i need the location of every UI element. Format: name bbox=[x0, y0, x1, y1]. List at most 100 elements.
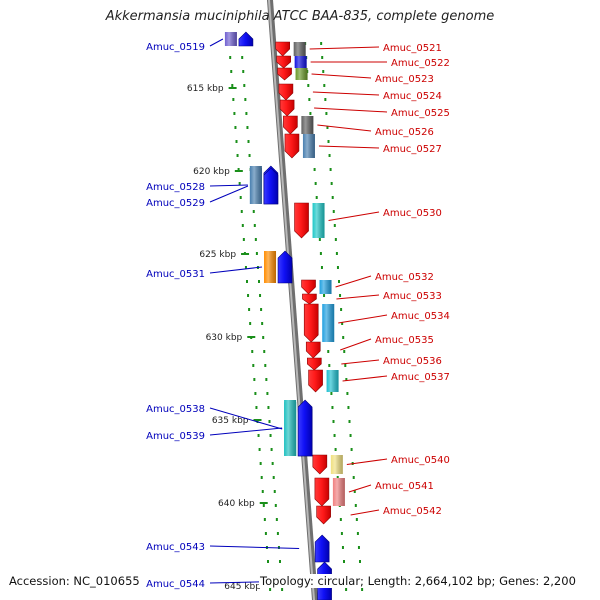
guide-dot bbox=[259, 462, 262, 465]
gene-arrow-Amuc_0523 bbox=[277, 67, 292, 81]
gene-label: Amuc_0533 bbox=[383, 291, 442, 302]
guide-dot bbox=[279, 560, 281, 563]
guide-dot bbox=[246, 280, 248, 283]
guide-dot bbox=[339, 294, 342, 297]
backbone-highlight bbox=[267, 0, 316, 600]
guide-dot bbox=[345, 378, 348, 381]
guide-dot bbox=[236, 154, 239, 157]
gene-arrow-Amuc_0526 bbox=[283, 115, 298, 135]
guide-dot bbox=[345, 588, 348, 591]
guide-dot bbox=[342, 336, 345, 339]
genome-backbone bbox=[266, 0, 319, 600]
guide-dot bbox=[255, 406, 258, 409]
tick-label: 640 kbp bbox=[218, 499, 255, 509]
gene-label: Amuc_0519 bbox=[146, 42, 205, 53]
gene-label: Amuc_0529 bbox=[146, 198, 205, 209]
guide-dot bbox=[235, 140, 238, 143]
guide-dot bbox=[361, 588, 364, 591]
guide-dot bbox=[262, 504, 265, 507]
leader-line bbox=[209, 545, 300, 549]
gene-arrow-Amuc_0535 bbox=[305, 341, 321, 359]
guide-dot bbox=[244, 98, 247, 101]
gene-category-shade bbox=[330, 455, 343, 474]
guide-dot bbox=[347, 406, 350, 409]
guide-dot bbox=[255, 252, 258, 255]
tick-label: 645 kbp bbox=[224, 582, 261, 592]
gene-label: Amuc_0528 bbox=[146, 182, 205, 193]
gene-label: Amuc_0538 bbox=[146, 404, 205, 415]
guide-dot bbox=[336, 476, 339, 479]
tick-label: 625 kbp bbox=[199, 250, 236, 260]
leader-line bbox=[350, 509, 380, 516]
gene-category-shade bbox=[264, 251, 277, 283]
leader-line bbox=[309, 46, 380, 50]
gene-category-shade bbox=[224, 32, 237, 46]
guide-dot bbox=[254, 392, 257, 395]
guide-dot bbox=[252, 364, 255, 367]
guide-dot bbox=[243, 84, 246, 87]
gene-label: Amuc_0522 bbox=[391, 58, 450, 69]
gene-arrow-Amuc_0530 bbox=[294, 202, 309, 239]
gene-category-shade bbox=[322, 304, 335, 342]
guide-dot bbox=[237, 168, 240, 171]
guide-dot bbox=[319, 252, 322, 255]
guide-dot bbox=[331, 406, 334, 409]
guide-dot bbox=[257, 434, 260, 437]
guide-dot bbox=[320, 266, 323, 269]
tick-label: 635 kbp bbox=[212, 416, 249, 426]
gene-label: Amuc_0536 bbox=[383, 356, 442, 367]
guide-dot bbox=[233, 112, 236, 115]
guide-dot bbox=[265, 378, 268, 381]
gene-category-shade bbox=[326, 370, 339, 392]
gene-category-shade bbox=[301, 116, 314, 134]
guide-dot bbox=[350, 448, 353, 451]
gene-arrow-Amuc_0539 bbox=[297, 399, 313, 457]
gene-category-shade bbox=[293, 42, 306, 56]
guide-dot bbox=[271, 462, 274, 465]
leader-line bbox=[317, 124, 372, 132]
guide-dot bbox=[253, 224, 256, 227]
guide-dot bbox=[343, 350, 346, 353]
gene-arrow-Amuc_0522 bbox=[276, 55, 291, 69]
guide-dot bbox=[258, 448, 261, 451]
guide-dot bbox=[261, 490, 264, 493]
leader-line bbox=[209, 407, 283, 430]
guide-dot bbox=[251, 350, 254, 353]
leader-line bbox=[336, 294, 380, 300]
leader-line bbox=[209, 427, 283, 436]
leader-line bbox=[209, 185, 249, 203]
gene-arrow-Amuc_0531 bbox=[277, 250, 293, 284]
gene-arrow-Amuc_0527 bbox=[284, 133, 300, 159]
gene-label: Amuc_0534 bbox=[391, 311, 450, 322]
guide-dot bbox=[253, 378, 256, 381]
guide-dot bbox=[327, 140, 330, 143]
gene-arrow-Amuc_0542 bbox=[316, 505, 331, 525]
leader-line bbox=[209, 38, 224, 47]
gene-labels: Amuc_0519 Amuc_0521 Amuc_0522 Amuc_0523 Amuc… bbox=[146, 38, 450, 590]
guide-dot bbox=[328, 154, 331, 157]
gene-category-shade bbox=[319, 280, 332, 294]
guide-dot bbox=[341, 546, 344, 549]
leader-line bbox=[209, 184, 248, 187]
gene-label: Amuc_0531 bbox=[146, 269, 205, 280]
guide-dot bbox=[260, 308, 263, 311]
guide-dot bbox=[327, 350, 330, 353]
gene-arrow-Amuc_0541 bbox=[314, 477, 330, 507]
gene-arrow-Amuc_0532 bbox=[301, 279, 316, 295]
gene-label: Amuc_0530 bbox=[383, 208, 442, 219]
guide-dot bbox=[244, 266, 247, 269]
guide-dot bbox=[357, 546, 360, 549]
guide-dot bbox=[229, 56, 232, 59]
gene-arrow-Amuc_0536 bbox=[306, 357, 322, 371]
footer: Accession: NC_010655 Topology: circular;… bbox=[0, 574, 600, 592]
gene-category-shade bbox=[302, 134, 315, 158]
gene-label: Amuc_0541 bbox=[375, 481, 434, 492]
guide-dot bbox=[242, 238, 245, 241]
gene-label: Amuc_0544 bbox=[146, 579, 205, 590]
gene-category-shade bbox=[312, 203, 325, 238]
guide-dot bbox=[346, 392, 349, 395]
guide-dot bbox=[344, 364, 347, 367]
guide-dot bbox=[333, 434, 336, 437]
guide-dot bbox=[307, 84, 310, 87]
